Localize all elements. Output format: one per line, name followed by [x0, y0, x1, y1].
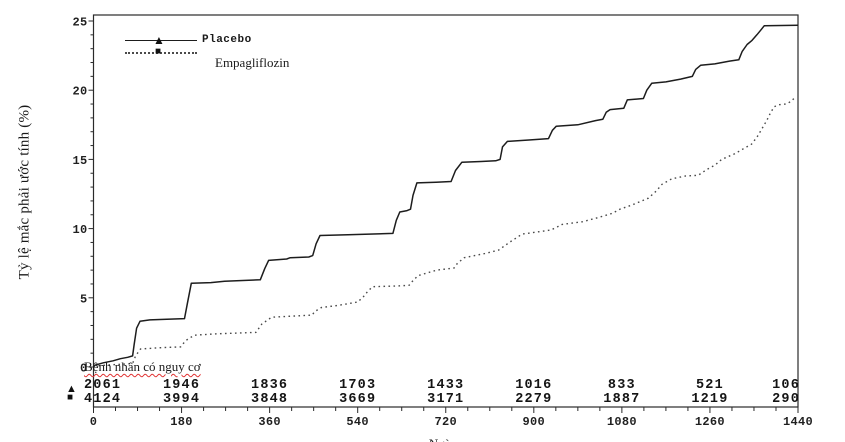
risk-count: 1946 [163, 378, 200, 393]
risk-count: 3669 [339, 392, 376, 407]
risk-count: 1887 [603, 392, 640, 407]
risk-count: 833 [608, 378, 636, 393]
plot-frame [92, 14, 799, 408]
risk-count: 1219 [691, 392, 728, 407]
risk-count: 2061 [84, 378, 121, 393]
x-tick-label: 1260 [695, 415, 725, 429]
x-tick-label: 0 [90, 415, 98, 429]
risk-count: 290 [772, 392, 800, 407]
legend-label-placebo: Placebo [202, 34, 252, 46]
risk-count: 3848 [251, 392, 288, 407]
empagliflozin-row-marker-icon: ■ [67, 392, 74, 403]
legend-solid-line-sample [125, 40, 197, 41]
series-empagliflozin-line [93, 97, 796, 367]
risk-count: 4124 [84, 392, 121, 407]
series-placebo-line [93, 24, 799, 367]
risk-count: 3171 [427, 392, 464, 407]
risk-count: 1016 [515, 378, 552, 393]
x-tick-label: 720 [434, 415, 457, 429]
y-tick-label: 10 [72, 223, 87, 237]
x-tick-label: 360 [258, 415, 281, 429]
x-tick-label: 900 [523, 415, 546, 429]
y-tick-label: 5 [80, 292, 88, 306]
risk-count: 1703 [339, 378, 376, 393]
risk-count: 3994 [163, 392, 200, 407]
x-tick-label: 180 [170, 415, 193, 429]
risk-count: 1433 [427, 378, 464, 393]
triangle-marker-icon: ▲ [153, 33, 165, 47]
legend-dotted-line-sample [125, 52, 197, 54]
y-axis-title: Tỷ lệ mắc phải ước tính (%) [16, 104, 33, 280]
placebo-row-marker-icon: ▲ [66, 383, 77, 395]
y-tick-label: 15 [72, 154, 87, 168]
square-marker-icon: ■ [155, 45, 162, 57]
y-tick-label: 20 [72, 85, 87, 99]
x-tick-label: 540 [346, 415, 369, 429]
x-tick-label: 1080 [607, 415, 637, 429]
risk-count: 521 [696, 378, 724, 393]
y-tick-label: 0 [80, 362, 88, 376]
patients-at-risk-label: Bệnh nhân có nguy cơ [84, 359, 201, 374]
legend-label-empagliflozin: Empagliflozin [215, 55, 290, 70]
x-tick-label: 1440 [783, 415, 813, 429]
risk-count: 2279 [515, 392, 552, 407]
risk-count: 1836 [251, 378, 288, 393]
y-tick-label: 25 [72, 16, 87, 30]
risk-count: 106 [772, 378, 800, 393]
x-axis-title: Ngày [429, 436, 457, 442]
